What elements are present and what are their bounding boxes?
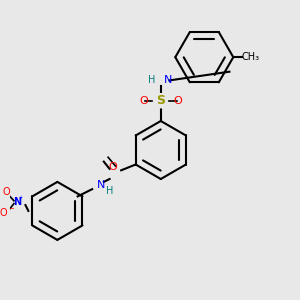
Text: S: S bbox=[156, 94, 165, 107]
Text: H: H bbox=[106, 186, 113, 196]
Text: O: O bbox=[108, 162, 117, 172]
Text: O: O bbox=[3, 187, 10, 197]
Text: O$^-$: O$^-$ bbox=[0, 206, 15, 218]
Text: CH₃: CH₃ bbox=[242, 52, 260, 62]
Text: O: O bbox=[174, 96, 183, 106]
Text: H: H bbox=[148, 75, 155, 85]
Text: N: N bbox=[97, 180, 105, 190]
Text: O: O bbox=[139, 96, 148, 106]
Text: N: N bbox=[13, 197, 21, 207]
Text: $^+$: $^+$ bbox=[17, 196, 23, 202]
Text: N: N bbox=[164, 75, 172, 85]
